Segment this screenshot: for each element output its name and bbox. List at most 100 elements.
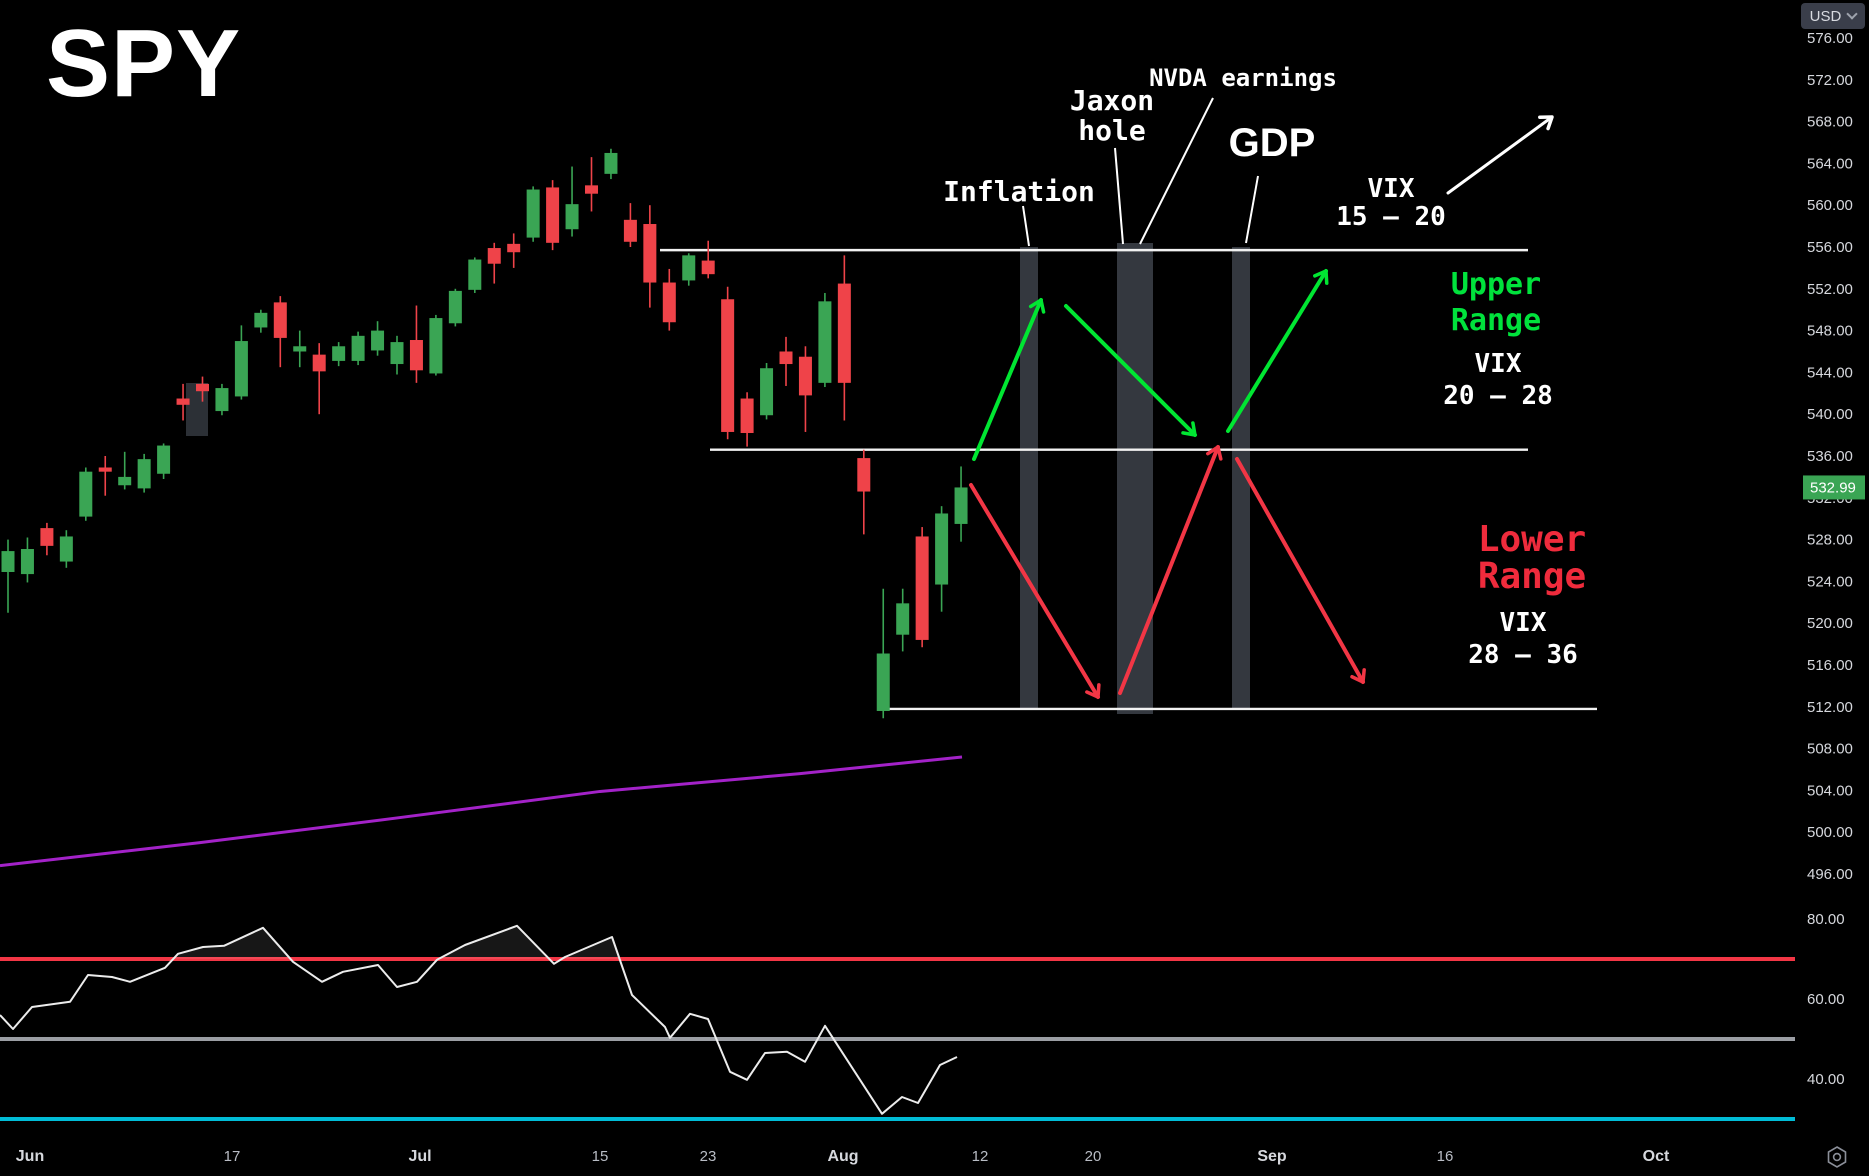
candle[interactable] [779, 336, 793, 386]
rsi-line[interactable] [0, 924, 958, 1115]
price-tick-label: 552.00 [1807, 281, 1853, 298]
projection-arrow-red-leg-1[interactable] [969, 483, 1101, 699]
candle[interactable] [585, 157, 598, 212]
candle[interactable] [876, 588, 890, 719]
candle[interactable] [546, 180, 560, 251]
event-band-gdp-band[interactable] [1232, 247, 1250, 708]
candle[interactable] [20, 537, 34, 583]
vix-20-28-label[interactable]: VIX 20 – 28 [1443, 349, 1553, 411]
candle[interactable] [701, 240, 715, 279]
symbol-title: SPY [46, 10, 242, 117]
candle[interactable] [176, 383, 190, 421]
candle[interactable] [254, 309, 268, 333]
currency-selector-button[interactable]: USD [1801, 3, 1865, 29]
candle[interactable] [409, 305, 423, 383]
nvda-earnings-pointer[interactable] [1139, 97, 1214, 245]
time-tick-label: 16 [1437, 1148, 1454, 1165]
time-tick-label: 15 [592, 1148, 609, 1165]
candle[interactable] [526, 186, 540, 242]
price-tick-label: 556.00 [1807, 239, 1853, 256]
candle[interactable] [137, 453, 151, 493]
projection-arrow-vix-easing-arrow[interactable] [1446, 115, 1554, 195]
moving-average-line[interactable] [0, 755, 963, 868]
candle[interactable] [643, 205, 657, 308]
candle[interactable] [59, 530, 73, 568]
candle[interactable] [40, 522, 54, 556]
candle[interactable] [351, 331, 365, 366]
candle[interactable] [429, 314, 443, 376]
candle[interactable] [682, 253, 696, 286]
candle[interactable] [448, 288, 462, 327]
rsi-tick-label: 40.00 [1807, 1071, 1845, 1088]
candle[interactable] [118, 451, 132, 490]
vix-28-36-label[interactable]: VIX 28 – 36 [1468, 608, 1578, 670]
candle[interactable] [915, 527, 929, 648]
candle[interactable] [98, 456, 112, 496]
price-tick-label: 576.00 [1807, 30, 1853, 47]
jackson-hole-label[interactable]: Jaxon hole [1070, 84, 1154, 147]
candle[interactable] [623, 203, 637, 247]
candle[interactable] [760, 362, 774, 420]
candle[interactable] [157, 443, 171, 479]
price-tick-label: 524.00 [1807, 573, 1853, 590]
candle[interactable] [818, 292, 832, 388]
inflation-pointer[interactable] [1022, 205, 1030, 247]
price-tick-label: 504.00 [1807, 782, 1853, 799]
candle[interactable] [273, 296, 287, 368]
candle[interactable] [468, 257, 482, 293]
currency-label: USD [1809, 7, 1842, 25]
candle[interactable] [79, 467, 93, 521]
candle[interactable] [234, 325, 248, 400]
candle[interactable] [662, 268, 676, 331]
time-scale[interactable] [0, 1140, 1869, 1175]
price-tick-label: 536.00 [1807, 448, 1853, 465]
candle[interactable] [293, 330, 307, 368]
candle[interactable] [896, 588, 910, 652]
upper-range-label[interactable]: Upper Range [1451, 267, 1541, 338]
jackson-hole-pointer[interactable] [1114, 147, 1124, 245]
lower-range-label[interactable]: Lower Range [1478, 519, 1586, 597]
candle[interactable] [371, 321, 385, 356]
candle[interactable] [487, 242, 501, 284]
price-tick-label: 528.00 [1807, 532, 1853, 549]
projection-arrow-green-leg-1[interactable] [972, 298, 1046, 461]
gdp-label[interactable]: GDP [1229, 121, 1316, 165]
inflation-label[interactable]: Inflation [943, 175, 1095, 208]
vix-15-20-label[interactable]: VIX 15 – 20 [1336, 174, 1446, 232]
gdp-pointer[interactable] [1245, 175, 1259, 244]
time-tick-label: 20 [1085, 1148, 1102, 1165]
candle[interactable] [565, 166, 579, 237]
price-tick-label: 544.00 [1807, 364, 1853, 381]
candle[interactable] [798, 346, 812, 432]
event-band-jackson-hole-band[interactable] [1117, 243, 1153, 714]
candle[interactable] [604, 148, 618, 180]
projection-arrow-green-leg-2[interactable] [1064, 304, 1197, 437]
candle[interactable] [507, 233, 521, 268]
nvda-earnings-label[interactable]: NVDA earnings [1149, 64, 1337, 92]
candle[interactable] [837, 255, 851, 421]
candle[interactable] [215, 383, 229, 416]
time-tick-label: Jun [16, 1148, 44, 1165]
price-tick-label: 512.00 [1807, 699, 1853, 716]
projection-arrow-red-leg-3[interactable] [1235, 457, 1366, 684]
projection-arrow-red-leg-2[interactable] [1118, 445, 1223, 695]
time-tick-label: 12 [972, 1148, 989, 1165]
candle[interactable] [332, 342, 346, 367]
time-tick-label: 23 [700, 1148, 717, 1165]
svg-text:532.99: 532.99 [1810, 479, 1856, 496]
candle[interactable] [721, 286, 735, 440]
settings-icon[interactable] [1823, 1143, 1851, 1171]
candle[interactable] [1, 539, 15, 613]
rsi-overbought-fill [561, 937, 620, 959]
price-tick-label: 500.00 [1807, 824, 1853, 841]
candle[interactable] [857, 449, 871, 535]
candle[interactable] [390, 335, 404, 375]
candle[interactable] [954, 466, 968, 542]
price-scale[interactable] [1796, 0, 1869, 1140]
candle[interactable] [935, 506, 949, 612]
projection-arrow-green-leg-3[interactable] [1226, 269, 1329, 433]
candle[interactable] [196, 376, 209, 402]
candle[interactable] [740, 392, 754, 447]
candle[interactable] [312, 343, 326, 415]
